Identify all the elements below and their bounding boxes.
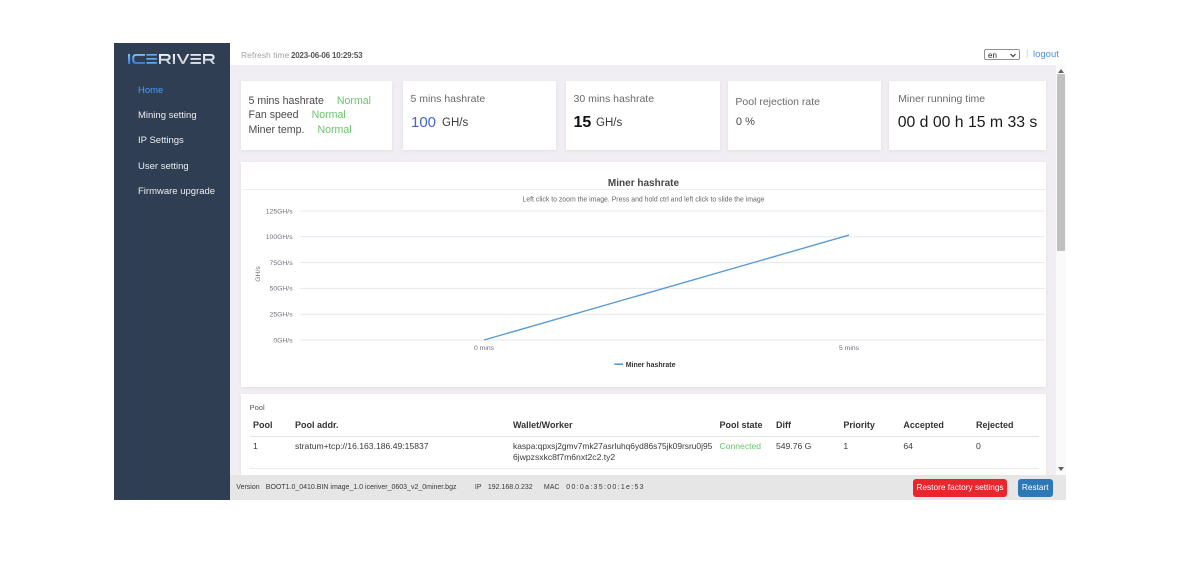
svg-text:25GH/s: 25GH/s [270,312,294,319]
svg-text:Miner hashrate: Miner hashrate [626,362,676,369]
svg-text:75GH/s: 75GH/s [270,260,294,267]
svg-text:100GH/s: 100GH/s [266,234,293,241]
svg-text:0GH/s: 0GH/s [273,337,293,344]
svg-text:GH/s: GH/s [255,266,262,282]
svg-text:50GH/s: 50GH/s [270,286,294,293]
svg-text:0 mins: 0 mins [474,345,495,352]
svg-text:125GH/s: 125GH/s [266,208,293,215]
svg-text:5 mins: 5 mins [839,345,860,352]
svg-text:Left click to zoom the image.: Left click to zoom the image. Press and … [522,197,764,204]
svg-text:Miner hashrate: Miner hashrate [608,178,680,189]
